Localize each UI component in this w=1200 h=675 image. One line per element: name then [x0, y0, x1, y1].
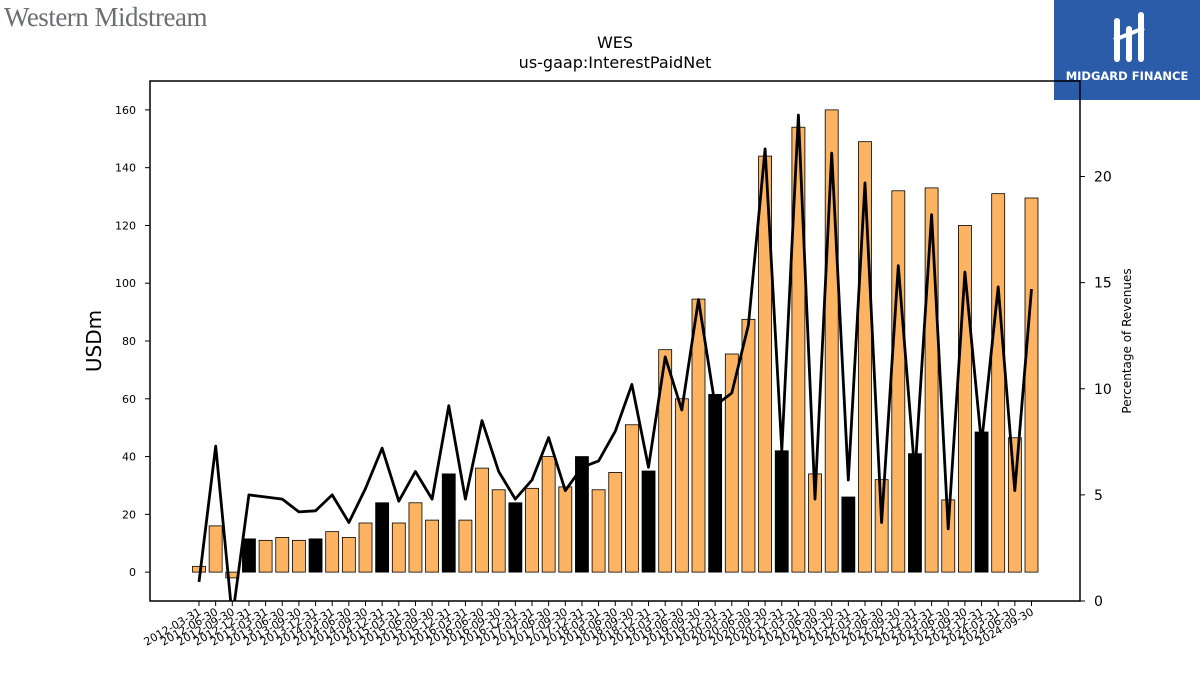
bar: [724, 353, 739, 573]
bar: [558, 486, 573, 573]
y-tick-label: 100: [115, 277, 136, 290]
bar: [874, 479, 889, 573]
bar: [425, 519, 440, 573]
bar: [475, 467, 489, 573]
bar: [625, 424, 639, 573]
midgard-finance-label: MIDGARD FINANCE: [1065, 69, 1189, 83]
y-axis-label: USDm: [82, 310, 106, 372]
y-tick-label: 120: [115, 219, 136, 232]
y-right-tick-label: 20: [1094, 170, 1112, 186]
bar: [275, 537, 290, 573]
y-right-tick-label: 10: [1094, 382, 1112, 398]
bar: [341, 537, 356, 573]
bar: [1007, 437, 1022, 573]
y-tick-label: 60: [122, 393, 136, 406]
bar: [841, 496, 856, 573]
bar: [208, 525, 223, 573]
bar: [941, 499, 956, 573]
bar: [258, 539, 273, 573]
bar: [674, 398, 689, 573]
left-axis: 0 20 40 60 80 100 120 140 160: [115, 104, 150, 579]
y-tick-label: 0: [129, 566, 136, 579]
y-axis-right-label: Percentage of Revenues: [1120, 268, 1134, 413]
bar: [358, 522, 373, 573]
bar: [242, 538, 256, 573]
bar: [575, 456, 589, 573]
chart-subtitle: us-gaap:InterestPaidNet: [519, 53, 712, 72]
y-tick-label: 20: [122, 508, 136, 521]
bar: [891, 190, 906, 573]
percentage-line: [197, 113, 1033, 601]
western-midstream-logo: Western Midstream: [4, 2, 208, 32]
bar: [441, 473, 456, 573]
bar: [608, 472, 623, 573]
midgard-logo-mark-icon: [1113, 12, 1145, 62]
line-layer: [197, 113, 1033, 601]
y-right-tick-label: 15: [1094, 276, 1112, 292]
bar: [691, 298, 706, 573]
bar: [308, 538, 323, 573]
bar: [991, 193, 1006, 573]
right-axis: 0 5 10 15 20: [1080, 170, 1112, 610]
bar: [924, 187, 939, 573]
bar: [375, 502, 390, 573]
bar: [1024, 197, 1039, 573]
bar: [708, 394, 723, 573]
bar: [458, 519, 473, 573]
y-tick-label: 80: [122, 335, 136, 348]
bar: [641, 470, 656, 573]
y-right-tick-label: 5: [1094, 488, 1103, 504]
bar: [741, 318, 756, 573]
y-tick-label: 160: [115, 104, 136, 117]
midgard-finance-logo: MIDGARD FINANCE: [1054, 0, 1200, 100]
bar: [525, 487, 539, 573]
y-right-tick-label: 0: [1094, 594, 1103, 610]
bar: [541, 456, 556, 573]
bar: [291, 539, 306, 573]
bar: [508, 502, 523, 573]
y-tick-label: 40: [122, 451, 136, 464]
bar: [774, 450, 789, 573]
bar: [591, 489, 606, 573]
bar: [391, 522, 406, 573]
bar: [491, 489, 506, 573]
bar: [658, 349, 673, 573]
bar: [408, 502, 423, 573]
x-axis: 2012-03-312012-06-302012-09-302012-12-31…: [142, 601, 1036, 649]
chart-title: WES: [597, 33, 633, 52]
bar: [325, 531, 340, 573]
bar: [974, 431, 989, 573]
y-tick-label: 140: [115, 162, 136, 175]
